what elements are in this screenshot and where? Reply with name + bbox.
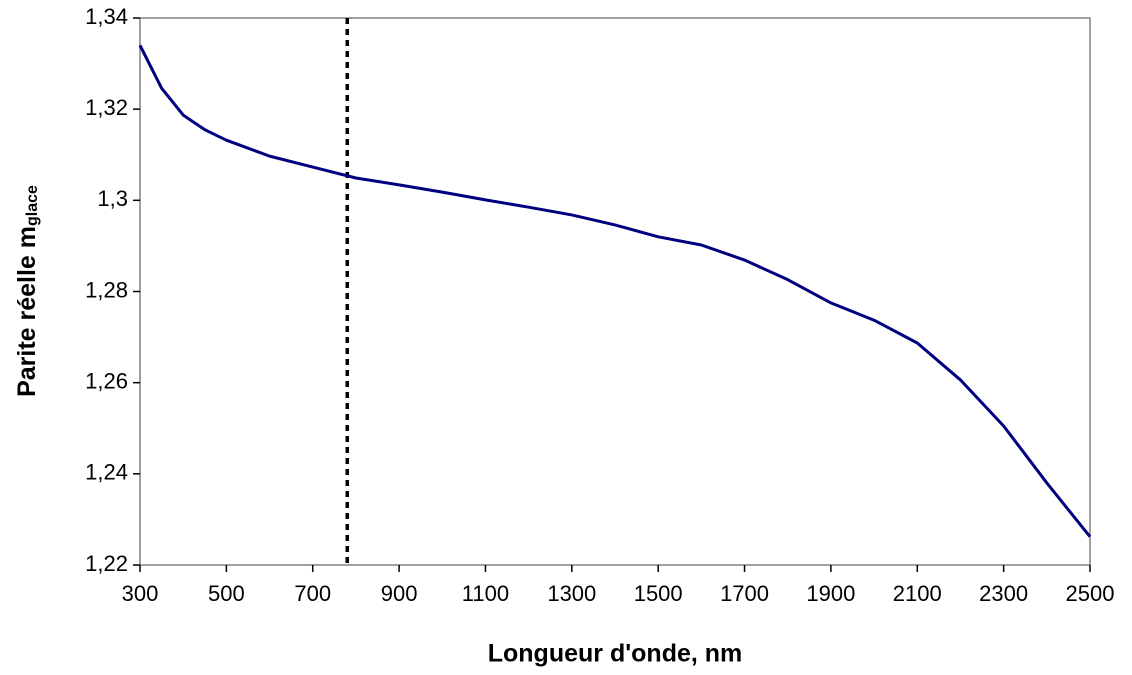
x-axis-title: Longueur d'onde, nm bbox=[488, 640, 743, 668]
data-line bbox=[138, 44, 1092, 538]
x-tick-label: 900 bbox=[381, 581, 418, 606]
y-tick-label: 1,34 bbox=[85, 4, 128, 29]
y-tick-label: 1,24 bbox=[85, 460, 128, 485]
y-axis-title: Parite réelle mglace bbox=[13, 185, 42, 397]
y-tick-label: 1,32 bbox=[85, 95, 128, 120]
x-tick-label: 1100 bbox=[462, 581, 509, 606]
x-tick-label: 700 bbox=[294, 581, 331, 606]
x-tick-label: 2500 bbox=[1066, 581, 1115, 606]
y-axis-title-main: Parite réelle m bbox=[13, 226, 41, 397]
x-tick-label: 2300 bbox=[979, 581, 1028, 606]
x-tick-label: 500 bbox=[208, 581, 245, 606]
x-tick-label: 300 bbox=[122, 581, 159, 606]
y-tick-label: 1,22 bbox=[85, 551, 128, 576]
y-tick-label: 1,28 bbox=[85, 277, 128, 302]
x-tick-label: 1700 bbox=[720, 581, 769, 606]
x-tick-label: 1500 bbox=[634, 581, 683, 606]
x-tick-label: 1300 bbox=[547, 581, 596, 606]
x-tick-label: 2100 bbox=[893, 581, 942, 606]
plot-frame bbox=[139, 17, 1091, 566]
y-axis-title-sub: glace bbox=[24, 185, 41, 226]
y-tick-label: 1,3 bbox=[97, 186, 128, 211]
y-tick-label: 1,26 bbox=[85, 368, 128, 393]
x-tick-label: 1900 bbox=[806, 581, 855, 606]
